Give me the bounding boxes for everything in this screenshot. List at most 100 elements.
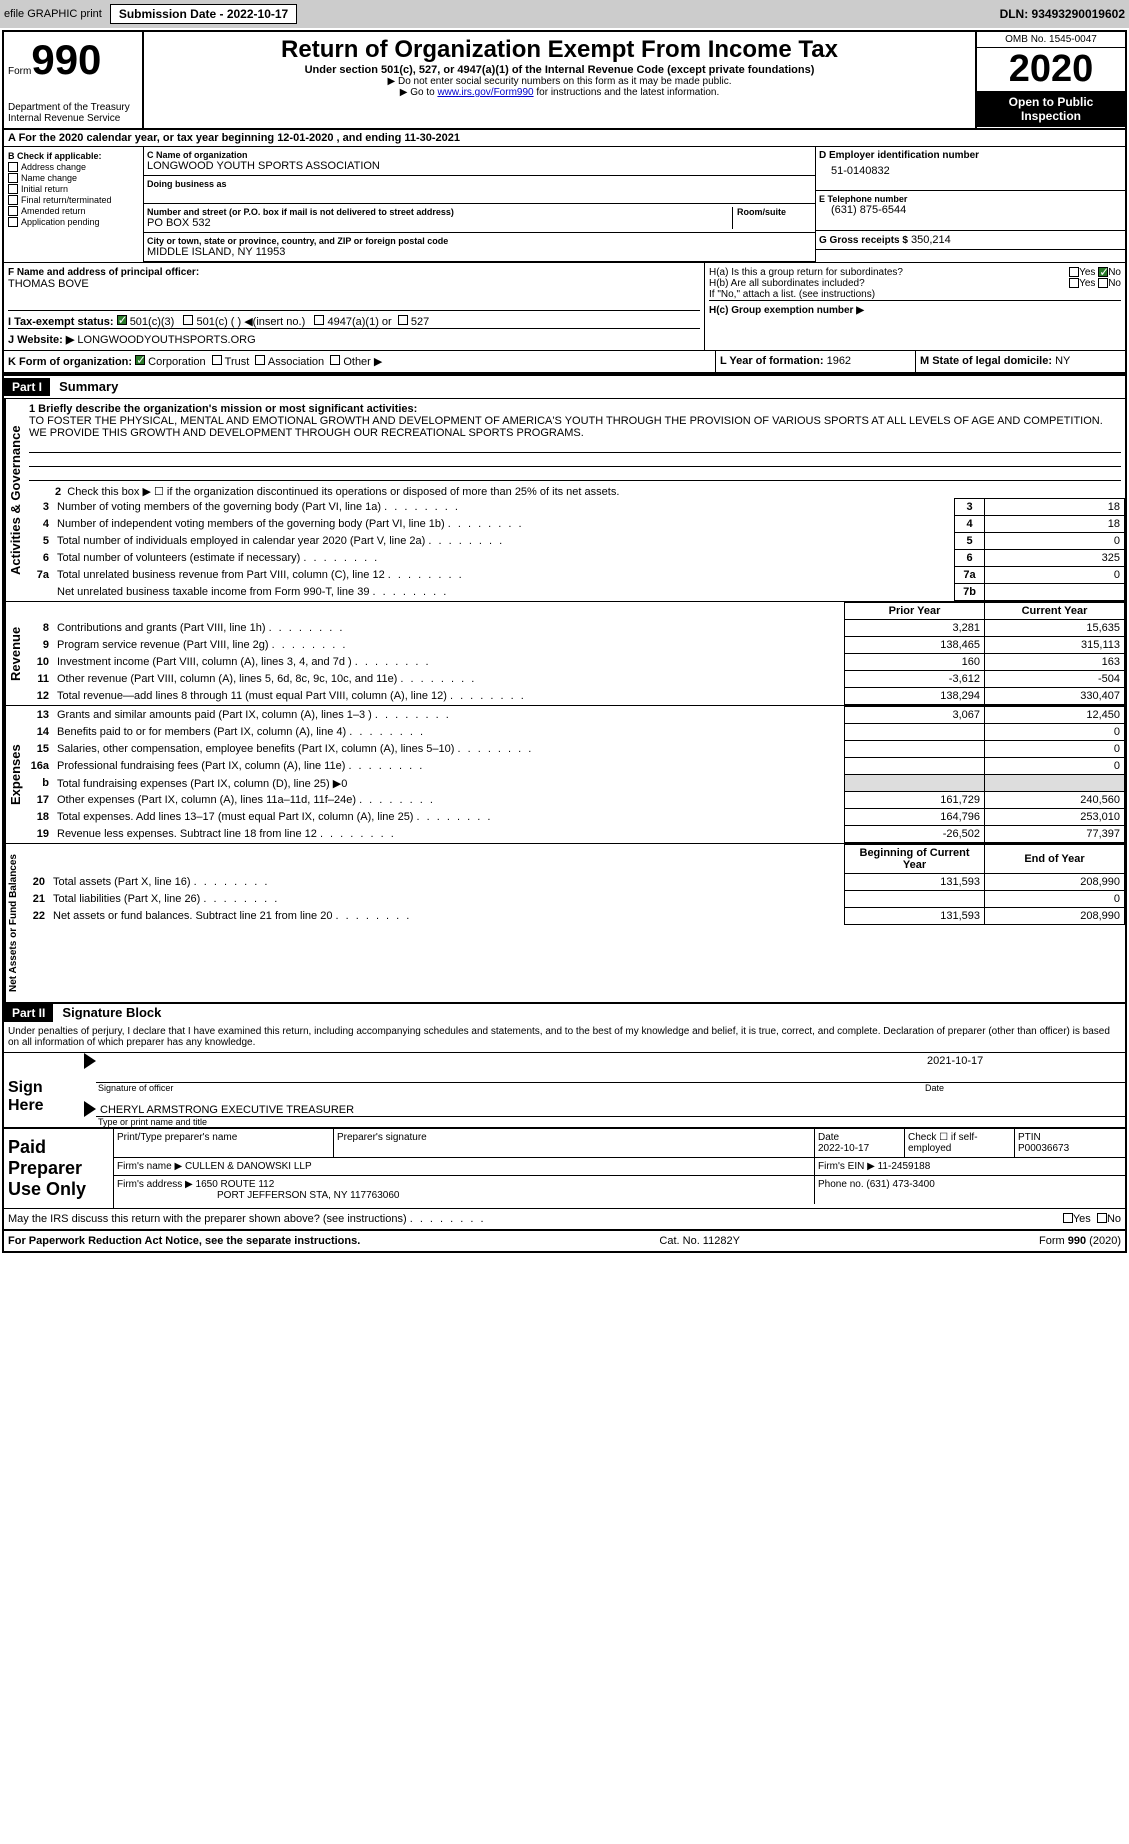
chk-initial[interactable] (8, 184, 18, 194)
e-label: E Telephone number (819, 194, 1122, 204)
gross-receipts: 350,214 (911, 234, 951, 246)
efile-label: efile GRAPHIC print (4, 8, 102, 20)
section-c: C Name of organization LONGWOOD YOUTH SP… (144, 147, 815, 262)
omb-number: OMB No. 1545-0047 (977, 32, 1125, 48)
firm-name-label: Firm's name ▶ (117, 1161, 182, 1172)
chk-other[interactable] (330, 355, 340, 365)
discuss-question: May the IRS discuss this return with the… (8, 1213, 1063, 1225)
chk-final[interactable] (8, 195, 18, 205)
open-inspection: Open to Public Inspection (977, 91, 1125, 127)
part2-title: Signature Block (62, 1005, 161, 1020)
footer-right: Form Form 990 (2020)990 (2020) (1039, 1235, 1121, 1247)
note-pre: ▶ Go to (400, 87, 438, 98)
sign-here-label: Sign Here (4, 1067, 84, 1127)
ha-no: No (1108, 267, 1121, 278)
chk-501c3[interactable] (117, 315, 127, 325)
opt-final: Final return/terminated (21, 195, 112, 205)
opt-amended: Amended return (21, 206, 86, 216)
note-link: ▶ Go to www.irs.gov/Form990 for instruct… (148, 87, 971, 98)
dba-label: Doing business as (147, 179, 812, 189)
form-number: 990 (31, 36, 101, 83)
chk-ha-no[interactable] (1098, 267, 1108, 277)
right-col: D Employer identification number 51-0140… (815, 147, 1125, 262)
section-b: B Check if applicable: Address change Na… (4, 147, 144, 262)
domicile: NY (1055, 355, 1070, 367)
firm-addr2: PORT JEFFERSON STA, NY 117763060 (117, 1190, 400, 1201)
sig-date-val: 2021-10-17 (925, 1053, 1125, 1083)
opt-trust: Trust (225, 356, 250, 368)
chk-discuss-yes[interactable] (1063, 1213, 1073, 1223)
prep-date: 2022-10-17 (818, 1143, 869, 1154)
opt-address: Address change (21, 162, 86, 172)
date-label: Date (925, 1083, 1125, 1093)
prep-name-label: Print/Type preparer's name (114, 1129, 334, 1157)
opt-name: Name change (21, 173, 77, 183)
paid-prep-label: Paid Preparer Use Only (4, 1129, 114, 1208)
chk-4947[interactable] (314, 315, 324, 325)
info-block: B Check if applicable: Address change Na… (4, 147, 1125, 263)
prep-date-label: Date (818, 1132, 839, 1143)
i-label: I Tax-exempt status: (8, 316, 114, 328)
chk-501c[interactable] (183, 315, 193, 325)
b-label: B Check if applicable: (8, 151, 139, 161)
mission-text: TO FOSTER THE PHYSICAL, MENTAL AND EMOTI… (29, 415, 1121, 439)
firm-phone: (631) 473-3400 (866, 1179, 934, 1190)
opt-501c: 501(c) ( ) ◀(insert no.) (197, 316, 306, 328)
tab-netassets: Net Assets or Fund Balances (4, 844, 21, 1002)
chk-discuss-no[interactable] (1097, 1213, 1107, 1223)
tab-governance: Activities & Governance (4, 399, 25, 601)
chk-hb-yes[interactable] (1069, 278, 1079, 288)
year-formed: 1962 (827, 355, 851, 367)
note-ssn: ▶ Do not enter social security numbers o… (148, 76, 971, 87)
officer-name: THOMAS BOVE (8, 278, 700, 290)
perjury-statement: Under penalties of perjury, I declare th… (4, 1022, 1125, 1052)
period-row: A For the 2020 calendar year, or tax yea… (4, 130, 1125, 147)
firm-name: CULLEN & DANOWSKI LLP (185, 1161, 312, 1172)
city-label: City or town, state or province, country… (147, 236, 812, 246)
opt-501c3: 501(c)(3) (130, 316, 175, 328)
d-label: D Employer identification number (819, 150, 1122, 161)
chk-trust[interactable] (212, 355, 222, 365)
chk-527[interactable] (398, 315, 408, 325)
chk-assoc[interactable] (255, 355, 265, 365)
opt-4947: 4947(a)(1) or (328, 316, 392, 328)
footer: For Paperwork Reduction Act Notice, see … (4, 1229, 1125, 1251)
hc-label: H(c) Group exemption number ▶ (709, 300, 1121, 316)
k-label: K Form of organization: (8, 356, 132, 368)
chk-amended[interactable] (8, 206, 18, 216)
netassets-table: Beginning of Current YearEnd of Year20To… (21, 844, 1125, 925)
paid-preparer-block: Paid Preparer Use Only Print/Type prepar… (4, 1127, 1125, 1208)
chk-pending[interactable] (8, 217, 18, 227)
room-label: Room/suite (737, 207, 812, 217)
city: MIDDLE ISLAND, NY 11953 (147, 246, 812, 258)
firm-phone-label: Phone no. (818, 1179, 864, 1190)
part2-badge: Part II (4, 1004, 53, 1022)
irs-link[interactable]: www.irs.gov/Form990 (437, 87, 533, 98)
arrow-icon-2 (84, 1101, 96, 1117)
submission-date: Submission Date - 2022-10-17 (110, 4, 297, 24)
chk-hb-no[interactable] (1098, 278, 1108, 288)
type-name-label: Type or print name and title (84, 1117, 1125, 1127)
hb-yes: Yes (1079, 278, 1095, 289)
form-subtitle: Under section 501(c), 527, or 4947(a)(1)… (148, 64, 971, 76)
form-word: Form (8, 66, 31, 77)
arrow-icon (84, 1053, 96, 1069)
top-bar: efile GRAPHIC print Submission Date - 20… (0, 0, 1129, 28)
chk-corp[interactable] (135, 355, 145, 365)
discuss-yes: Yes (1073, 1213, 1091, 1225)
tab-expenses: Expenses (4, 706, 25, 843)
expenses-table: 13Grants and similar amounts paid (Part … (25, 706, 1125, 843)
opt-527: 527 (411, 316, 429, 328)
part1-header: Part I Summary (4, 374, 1125, 398)
chk-address[interactable] (8, 162, 18, 172)
addr-label: Number and street (or P.O. box if mail i… (147, 207, 732, 217)
firm-addr1: 1650 ROUTE 112 (196, 1179, 275, 1190)
officer-name-title: CHERYL ARMSTRONG EXECUTIVE TREASURER (96, 1104, 1125, 1117)
tab-revenue: Revenue (4, 602, 25, 705)
chk-name[interactable] (8, 173, 18, 183)
addr: PO BOX 532 (147, 217, 732, 229)
governance-table: 3Number of voting members of the governi… (25, 498, 1125, 601)
tax-year: 2020 (977, 48, 1125, 91)
chk-ha-yes[interactable] (1069, 267, 1079, 277)
opt-other: Other ▶ (343, 356, 382, 368)
